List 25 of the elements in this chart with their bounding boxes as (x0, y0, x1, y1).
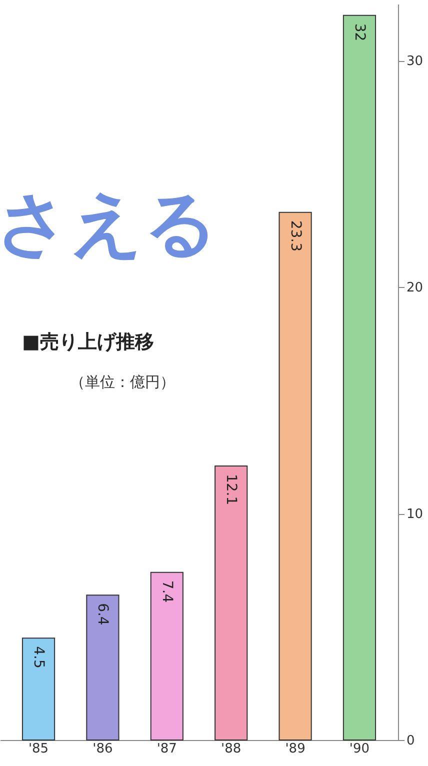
y-tick-label: 10 (406, 507, 424, 522)
x-tick-label: '85 (28, 742, 49, 756)
bar (22, 638, 56, 740)
data-label: 23.3 (287, 220, 304, 252)
bar (150, 572, 184, 740)
x-tick-label: '87 (156, 742, 177, 756)
data-label: 12.1 (223, 474, 240, 506)
y-tick-label: 20 (406, 280, 424, 296)
x-tick-label: '86 (92, 742, 113, 756)
data-label: 32 (351, 23, 368, 42)
data-label: 6.4 (94, 603, 111, 626)
annotation: さえる (0, 181, 218, 265)
bar (278, 212, 312, 740)
y-tick-label: 30 (406, 54, 424, 70)
text: （単位：億円） (70, 373, 175, 391)
data-label: 4.5 (30, 646, 47, 668)
x-tick-label: '89 (285, 742, 306, 756)
text: ■売り上げ推移 (22, 331, 154, 353)
data-label: 7.4 (158, 580, 175, 603)
bar (342, 14, 376, 740)
x-tick-label: '90 (349, 742, 370, 756)
x-tick-label: '88 (221, 742, 242, 756)
bar (214, 465, 248, 740)
bar (86, 594, 120, 740)
y-tick-label: 0 (406, 734, 415, 748)
